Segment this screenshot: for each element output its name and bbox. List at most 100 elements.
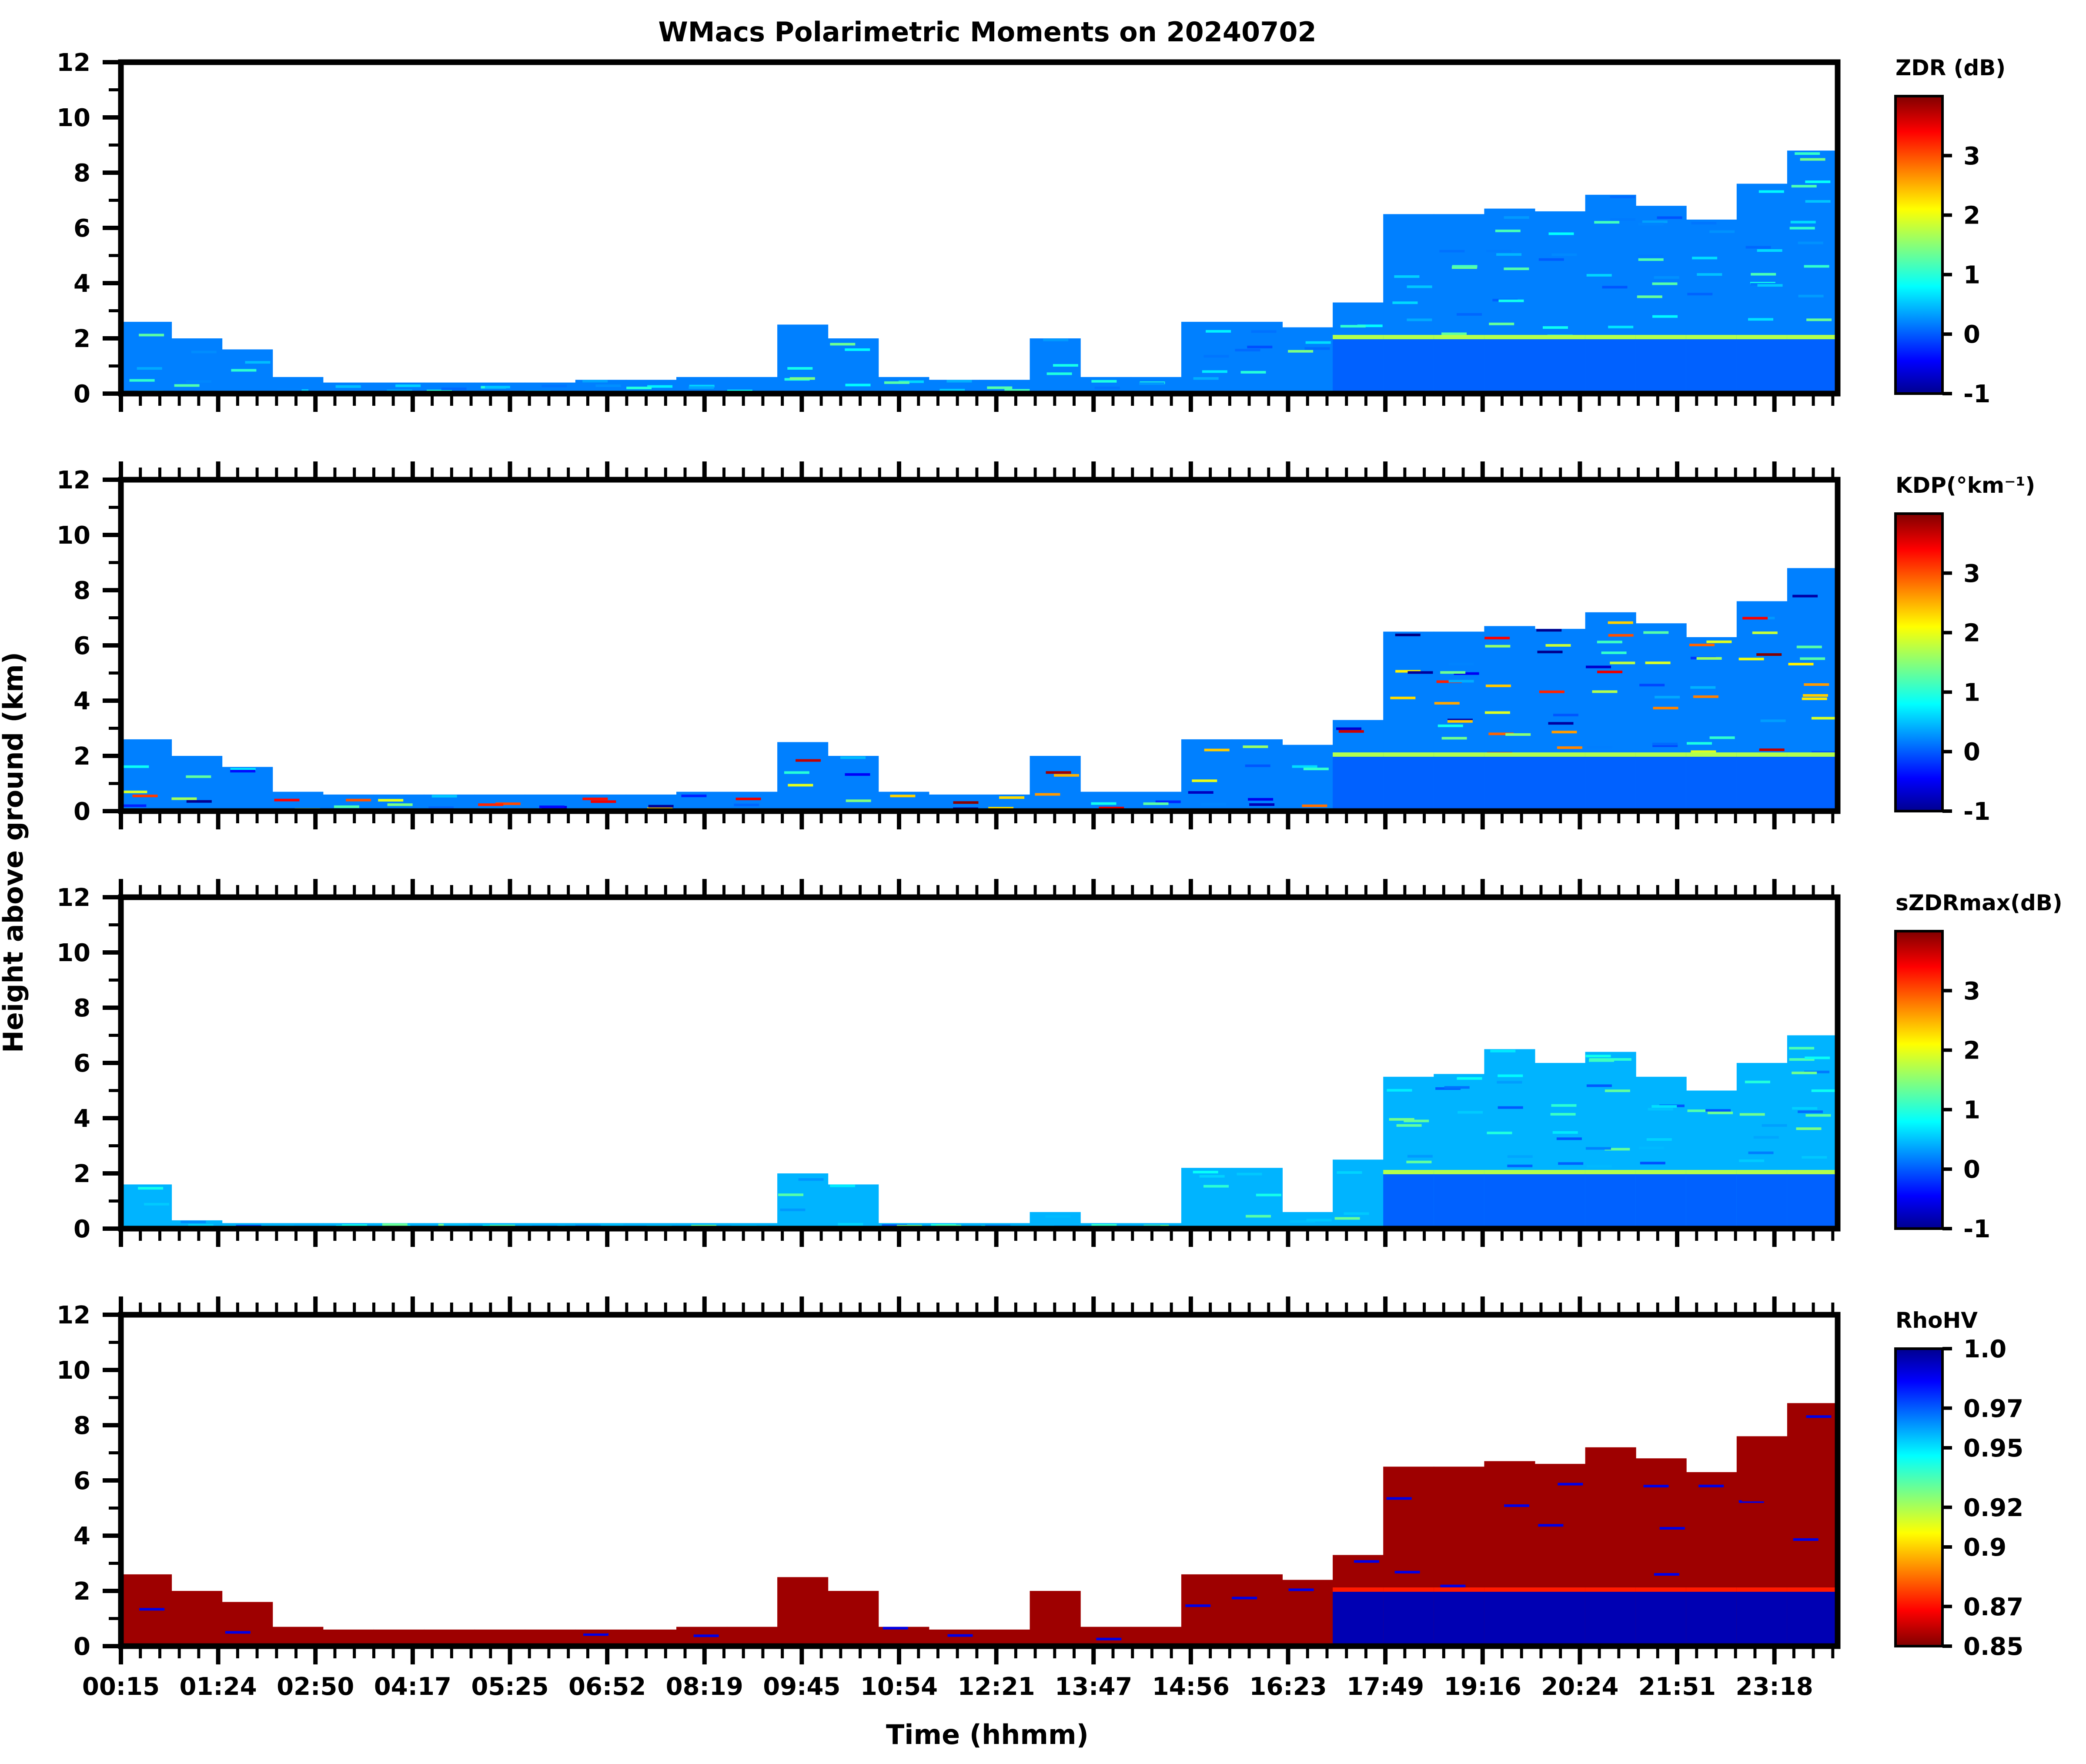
rain-region — [1534, 1591, 1586, 1646]
heat-streak — [1601, 651, 1627, 654]
heat-streak — [1536, 629, 1562, 632]
melting-layer — [1736, 335, 1788, 339]
x-tick-label: 16:23 — [1249, 1673, 1327, 1701]
heat-streak — [1407, 318, 1432, 321]
colorbar-kdp: KDP(°km⁻¹) -1 0 1 2 3 — [1894, 473, 2035, 826]
heat-streak — [1750, 1532, 1776, 1535]
heat-cell — [1181, 1168, 1232, 1229]
heat-streak — [1143, 802, 1169, 805]
heat-streak — [1086, 1633, 1111, 1636]
colorbar-tick-label: 3 — [1963, 560, 1980, 588]
colorbar-tick-label: 3 — [1963, 142, 1980, 170]
heat-streak — [1654, 1573, 1679, 1576]
heat-streak — [1802, 1533, 1827, 1536]
y-tick-label: 6 — [74, 1467, 90, 1495]
heat-streak — [1543, 1574, 1569, 1577]
heat-streak — [1638, 1146, 1664, 1149]
heat-streak — [1605, 1089, 1630, 1092]
heat-streak — [1553, 714, 1578, 717]
heat-streak — [1590, 1574, 1615, 1577]
heat-streak — [1206, 330, 1231, 333]
heat-streak — [1484, 711, 1510, 714]
heat-streak — [1045, 1215, 1071, 1218]
heat-streak — [1695, 1500, 1720, 1503]
heat-streak — [1805, 180, 1831, 183]
rain-region — [1787, 338, 1838, 394]
heat-streak — [1654, 276, 1679, 279]
heat-streak — [1789, 1058, 1815, 1061]
heat-streak — [830, 343, 856, 346]
heat-streak — [478, 803, 504, 806]
heat-streak — [346, 1636, 371, 1639]
heat-streak — [1387, 1089, 1412, 1092]
x-tick-label: 13:47 — [1055, 1673, 1132, 1701]
heat-streak — [1691, 750, 1716, 753]
y-tick-label: 10 — [57, 939, 90, 967]
heat-streak — [1637, 295, 1662, 298]
heat-streak — [1507, 1155, 1533, 1158]
heat-streak — [1708, 1569, 1733, 1572]
heat-streak — [1757, 284, 1783, 287]
heat-streak — [1053, 364, 1078, 367]
heat-streak — [1745, 246, 1771, 249]
heat-streak — [1605, 1148, 1630, 1151]
heat-streak — [1592, 690, 1618, 693]
heat-streak — [1639, 684, 1665, 687]
heat-streak — [1301, 1603, 1327, 1606]
heat-streak — [1545, 644, 1571, 647]
heat-streak — [647, 385, 673, 388]
heat-streak — [1441, 737, 1467, 740]
heat-streak — [1558, 1483, 1583, 1486]
heat-streak — [1697, 273, 1722, 276]
heat-streak — [1651, 1105, 1677, 1108]
melting-layer — [1736, 752, 1788, 757]
heat-streak — [1447, 718, 1473, 722]
heat-streak — [1039, 1591, 1064, 1594]
heat-streak — [139, 334, 164, 337]
heat-streak — [189, 1634, 215, 1637]
melting-layer — [1686, 1170, 1737, 1174]
heat-cell — [1030, 756, 1081, 811]
x-tick-label: 17:49 — [1347, 1673, 1424, 1701]
heat-streak — [1808, 1525, 1833, 1528]
colorbar-tick-label: 1 — [1963, 1096, 1980, 1124]
heat-streak — [1640, 1162, 1665, 1165]
heat-streak — [441, 388, 467, 390]
heat-streak — [1812, 751, 1837, 754]
heat-streak — [1139, 1636, 1165, 1639]
heat-streak — [988, 807, 1014, 810]
heat-streak — [274, 798, 300, 802]
rain-region — [1635, 1591, 1687, 1646]
heat-streak — [1792, 595, 1818, 598]
heat-streak — [689, 386, 714, 389]
heat-streak — [1653, 707, 1678, 710]
heat-streak — [1454, 672, 1479, 675]
rain-region — [1434, 756, 1485, 811]
heat-streak — [883, 1627, 908, 1630]
heat-streak — [1485, 645, 1511, 648]
rain-region — [1534, 1173, 1586, 1229]
heat-streak — [485, 386, 510, 388]
heat-streak — [230, 768, 256, 771]
melting-layer — [1585, 1170, 1636, 1174]
heat-streak — [1538, 258, 1564, 261]
heat-streak — [1434, 702, 1460, 705]
heat-streak — [1655, 695, 1680, 698]
heat-streak — [428, 1633, 454, 1635]
heat-streak — [1753, 1136, 1779, 1139]
heat-streak — [849, 1612, 875, 1615]
rain-region — [1484, 1173, 1535, 1229]
x-tick-label: 23:18 — [1736, 1673, 1813, 1701]
heat-streak — [1493, 1469, 1519, 1472]
heat-streak — [1256, 1193, 1281, 1196]
heat-streak — [1599, 1577, 1625, 1580]
heat-streak — [1689, 1556, 1715, 1559]
heat-streak — [1192, 779, 1217, 782]
heat-streak — [1548, 232, 1574, 235]
melting-layer — [1787, 335, 1838, 339]
heat-streak — [1043, 338, 1069, 341]
heat-streak — [1756, 653, 1782, 656]
heat-streak — [1756, 1497, 1782, 1500]
heat-streak — [1495, 229, 1521, 232]
heat-streak — [1792, 1107, 1818, 1110]
